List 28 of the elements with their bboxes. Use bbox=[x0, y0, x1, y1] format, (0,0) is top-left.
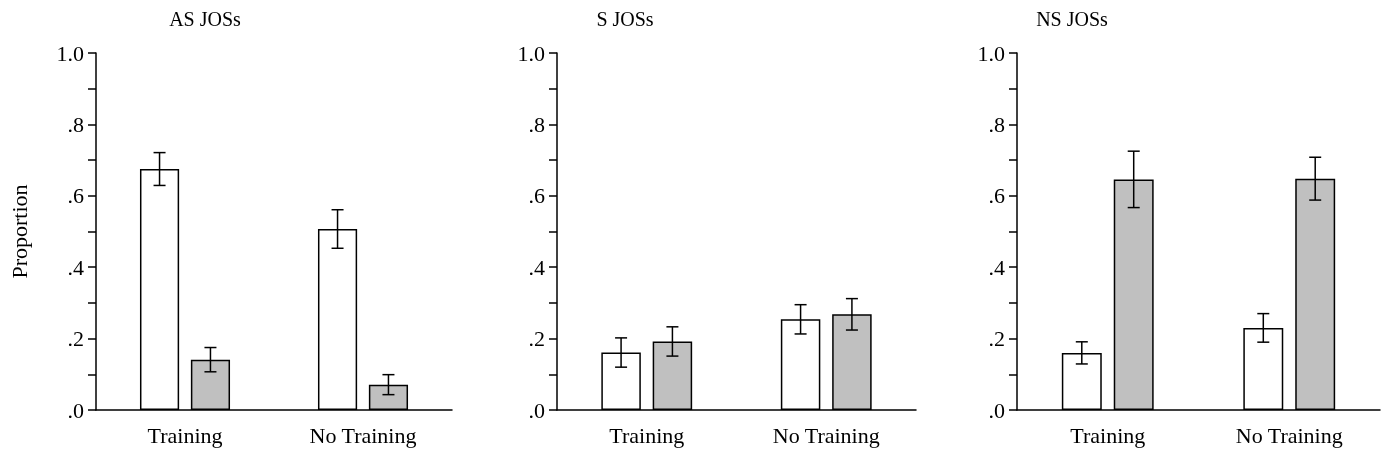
y-tick-label: .2 bbox=[988, 326, 1005, 352]
x-tick-label: No Training bbox=[309, 422, 417, 448]
x-tick-label: Training bbox=[609, 422, 685, 448]
y-tick-label: .8 bbox=[528, 111, 545, 137]
y-tick-label: .0 bbox=[988, 397, 1005, 423]
chart-title: AS JOSs bbox=[169, 8, 242, 30]
y-tick-label: .6 bbox=[67, 183, 84, 209]
y-tick-label: .6 bbox=[988, 183, 1005, 209]
y-tick-label: .6 bbox=[528, 183, 545, 209]
y-tick-label: .2 bbox=[67, 326, 84, 352]
x-tick-label: No Training bbox=[772, 422, 880, 448]
y-tick-label: .8 bbox=[67, 111, 84, 137]
y-tick-label: 1.0 bbox=[517, 40, 545, 66]
x-tick-label: Training bbox=[147, 422, 223, 448]
y-tick-label: .0 bbox=[67, 397, 84, 423]
y-tick-label: 1.0 bbox=[977, 40, 1005, 66]
y-tick-label: .8 bbox=[988, 111, 1005, 137]
x-tick-label: Training bbox=[1070, 422, 1146, 448]
y-tick-label: 1.0 bbox=[56, 40, 84, 66]
y-axis-title: Proportion bbox=[6, 184, 32, 279]
y-tick-label: .4 bbox=[67, 254, 84, 280]
chart-title: S JOSs bbox=[596, 8, 654, 30]
chart-title: NS JOSs bbox=[1036, 8, 1109, 30]
y-tick-label: .4 bbox=[988, 254, 1005, 280]
y-tick-label: .2 bbox=[528, 326, 545, 352]
y-tick-label: .0 bbox=[528, 397, 545, 423]
x-tick-label: No Training bbox=[1235, 422, 1343, 448]
y-tick-label: .4 bbox=[528, 254, 545, 280]
